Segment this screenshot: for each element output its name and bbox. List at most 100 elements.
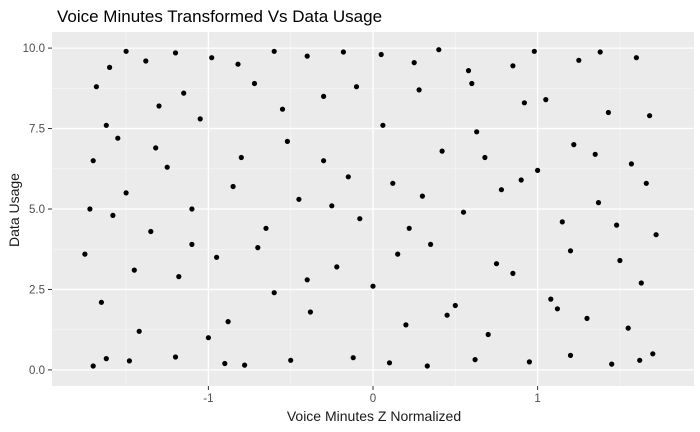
data-point [510,63,516,69]
data-point [428,241,434,247]
data-point [156,103,162,109]
data-point [465,68,472,74]
data-point [584,315,590,321]
data-point [411,60,417,66]
data-point [647,113,653,119]
data-point [87,206,93,212]
data-point [230,183,236,190]
data-point [172,50,179,56]
major-gridlines [52,32,694,386]
chart-title: Voice Minutes Transformed Vs Data Usage [57,7,382,26]
y-tick-label: 2.5 [29,284,45,296]
data-point [176,274,182,280]
data-point [143,58,149,64]
data-points [82,47,659,369]
data-point [510,270,516,276]
data-point [209,55,215,61]
data-point [340,49,346,55]
y-tick-label: 7.5 [29,124,45,136]
data-point [279,106,286,112]
data-point [334,264,340,270]
data-point [214,254,220,260]
data-point [235,61,241,67]
data-point [592,151,598,157]
data-point [164,164,170,170]
data-point [90,158,96,164]
data-point [518,177,524,183]
data-point [304,277,310,283]
data-point [271,290,277,296]
data-point [469,80,475,87]
data-point [370,283,376,289]
data-point [238,154,244,161]
data-point [498,187,504,193]
y-axis-title: Data Usage [6,173,22,247]
data-point [93,84,99,90]
y-tick-label: 5.0 [29,204,45,216]
data-point [643,180,649,186]
data-point [559,219,565,225]
data-point [284,138,290,144]
data-point [567,248,574,254]
data-point [614,222,620,228]
data-point [439,148,445,154]
data-point [378,51,384,58]
data-point [350,355,356,361]
data-point [597,49,603,55]
data-point [172,354,179,360]
data-point [571,142,577,148]
data-point [255,245,261,251]
data-point [576,57,582,63]
data-point [548,296,554,302]
data-point [609,361,615,367]
data-point [321,158,327,164]
data-point [424,363,430,369]
data-point [98,299,104,305]
data-point [444,312,450,318]
y-axis: 0.0 2.5 5.0 7.5 10.0 [23,43,52,377]
data-point [353,84,360,90]
x-tick-label: 1 [534,393,540,405]
data-point [637,357,643,363]
data-point [482,154,488,161]
data-point [493,261,500,267]
data-point [153,145,159,151]
data-point [521,100,528,106]
data-point [605,109,612,116]
data-point [189,206,195,212]
data-point [485,331,491,338]
data-point [131,267,137,273]
data-point [90,363,96,369]
data-point [321,93,327,99]
data-point [535,167,541,173]
data-point [452,302,458,309]
data-point [390,180,396,186]
data-point [653,232,659,238]
data-point [222,360,228,367]
data-point [123,190,129,196]
data-point [474,129,480,135]
data-point [136,328,142,334]
data-point [617,257,623,264]
data-point [82,251,88,257]
data-point [329,203,335,209]
data-point [460,209,467,215]
data-point [148,228,154,235]
data-point [296,196,302,202]
data-point [288,357,294,363]
data-point [436,47,442,53]
data-point [357,216,363,222]
data-point [189,241,195,247]
data-point [126,358,132,364]
x-tick-label: 0 [370,393,376,405]
data-point [406,225,412,231]
data-point [197,116,203,122]
data-point [181,90,187,96]
data-point [650,351,656,357]
data-point [307,309,313,315]
data-point [380,122,386,128]
data-point [386,360,393,366]
data-point [345,174,351,180]
data-point [595,200,602,206]
